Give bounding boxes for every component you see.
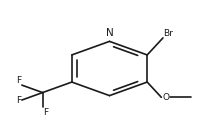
Text: F: F xyxy=(16,76,21,85)
Text: F: F xyxy=(16,95,21,105)
Text: Br: Br xyxy=(164,29,173,38)
Text: F: F xyxy=(43,108,48,117)
Text: O: O xyxy=(162,93,169,102)
Text: N: N xyxy=(106,28,113,38)
